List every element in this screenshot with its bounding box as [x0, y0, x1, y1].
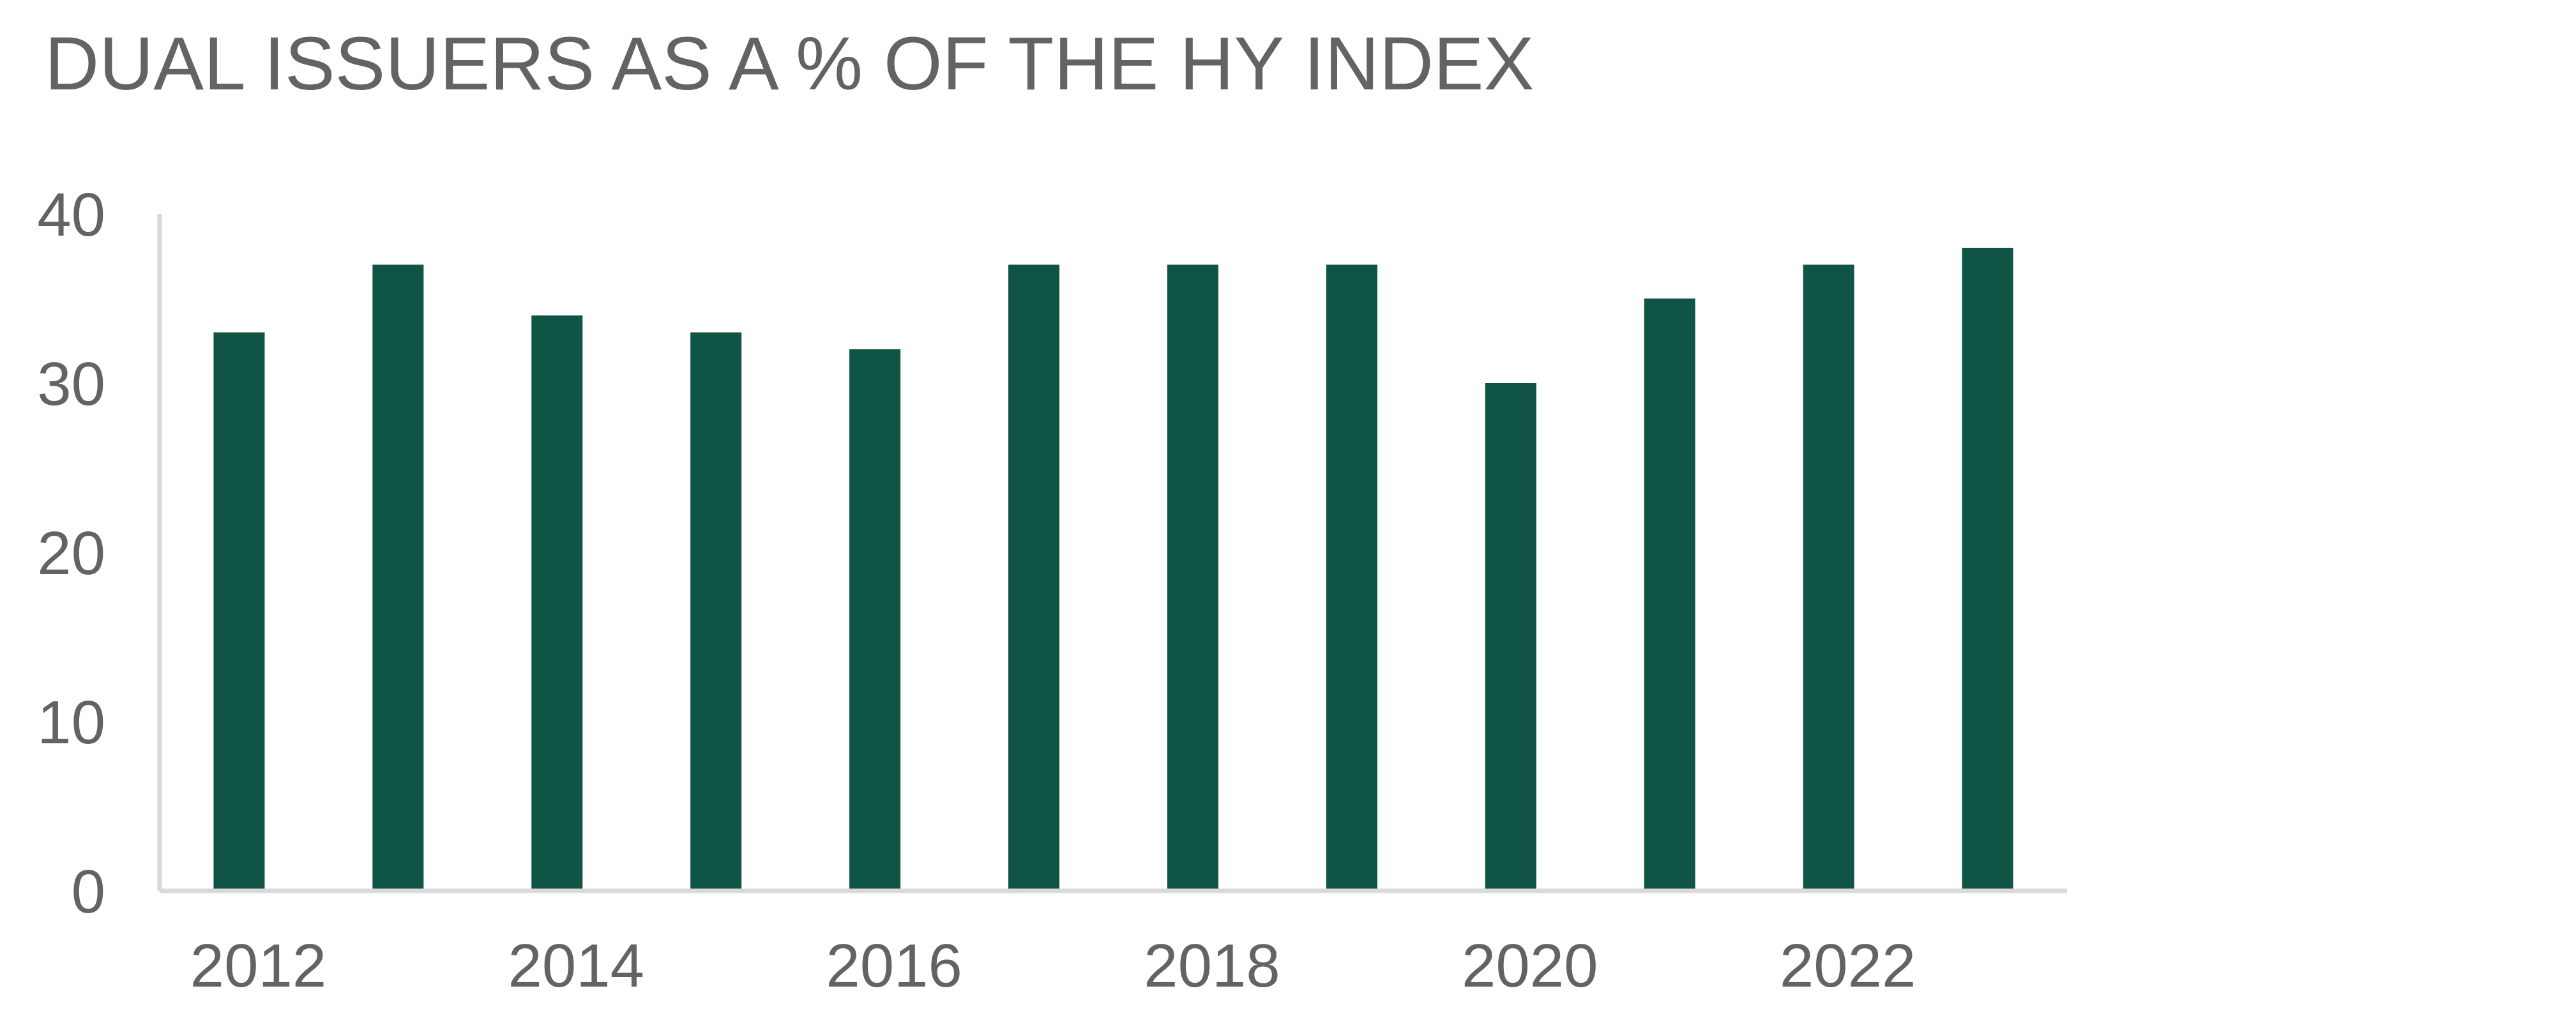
- x-tick-label: 2014: [508, 932, 645, 1000]
- x-axis-ticks: 2012 2014 2016 2018 2020 2022: [190, 932, 1916, 1000]
- x-tick-label: 2016: [826, 932, 962, 1000]
- bar-2014: [531, 315, 583, 891]
- bar-2019: [1326, 264, 1377, 891]
- y-tick-label: 20: [37, 519, 105, 587]
- y-tick-label: 40: [37, 181, 105, 249]
- y-tick-label: 0: [72, 858, 105, 926]
- bar-2015: [690, 332, 742, 891]
- x-tick-label: 2022: [1780, 932, 1916, 1000]
- y-tick-label: 10: [37, 688, 105, 757]
- bar-2017: [1008, 264, 1060, 891]
- bar-2021: [1644, 298, 1695, 891]
- bar-2020: [1485, 383, 1536, 891]
- x-tick-label: 2012: [190, 932, 327, 1000]
- bar-2023: [1962, 248, 2013, 891]
- bars: [213, 248, 2013, 891]
- chart-title: DUAL ISSUERS AS A % OF THE HY INDEX: [45, 22, 1534, 106]
- bar-2018: [1167, 264, 1218, 891]
- y-tick-label: 30: [37, 350, 105, 418]
- bar-2022: [1803, 264, 1854, 891]
- y-axis-ticks: 0 10 20 30 40: [37, 181, 105, 926]
- bar-2012: [213, 332, 265, 891]
- bar-2016: [849, 349, 901, 891]
- x-tick-label: 2018: [1144, 932, 1280, 1000]
- x-tick-label: 2020: [1462, 932, 1598, 1000]
- bar-2013: [372, 264, 424, 891]
